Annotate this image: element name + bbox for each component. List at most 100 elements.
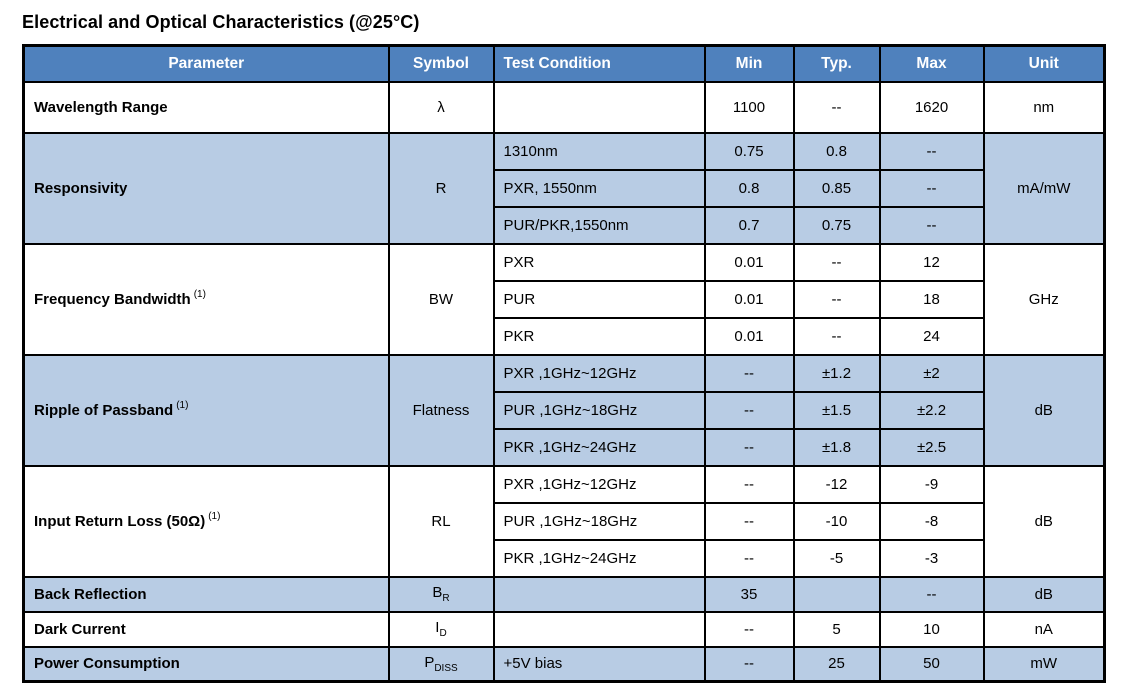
typ-cell: 25 (792, 645, 881, 683)
row-wavelength-range: Wavelength Range λ 1100 -- 1620 nm (22, 80, 1106, 134)
col-header-typ: Typ. (792, 44, 881, 83)
condition-cell: PXR, 1550nm (492, 168, 706, 208)
typ-cell: -12 (792, 464, 881, 504)
typ-cell: 0.8 (792, 131, 881, 171)
symbol-cell: R (387, 131, 495, 245)
min-cell: 0.8 (703, 168, 795, 208)
min-cell: 0.01 (703, 242, 795, 282)
symbol-main: P (424, 653, 435, 671)
parameter-cell: Ripple of Passband (1) (22, 353, 390, 467)
row-frequency-bandwidth-1: Frequency Bandwidth (1) BW PXR 0.01 -- 12… (22, 242, 1106, 356)
max-cell: -3 (878, 538, 985, 578)
row-dark-current: Dark Current ID -- 5 10 nA (22, 610, 1106, 648)
footnote-marker: (1) (208, 511, 221, 522)
symbol-cell: BR (387, 575, 495, 613)
page-title: Electrical and Optical Characteristics (… (22, 12, 420, 32)
condition-cell (492, 575, 706, 613)
max-cell: -8 (878, 501, 985, 541)
typ-cell: 0.85 (792, 168, 881, 208)
symbol-subscript: R (442, 593, 450, 604)
min-cell: 0.75 (703, 131, 795, 171)
row-responsivity-2: PXR, 1550nm 0.8 0.85 -- (24, 168, 1105, 208)
max-cell: -9 (878, 464, 985, 504)
row-ripple-of-passband-3: PKR ,1GHz~24GHz -- ±1.8 ±2.5 (24, 427, 1105, 467)
row-frequency-bandwidth-3: PKR 0.01 -- 24 (24, 316, 1105, 356)
condition-cell: PXR ,1GHz~12GHz (492, 353, 706, 393)
col-header-test-condition: Test Condition (492, 44, 706, 83)
typ-cell: -5 (792, 538, 881, 578)
col-header-max: Max (878, 44, 985, 83)
min-cell: -- (703, 610, 795, 648)
max-cell: 1620 (878, 80, 985, 134)
min-cell: 35 (703, 575, 795, 613)
min-cell: -- (703, 353, 795, 393)
min-cell: -- (703, 390, 795, 430)
parameter-cell: Dark Current (22, 610, 390, 648)
condition-cell: PUR (492, 279, 706, 319)
parameter-label: Input Return Loss (50Ω) (34, 513, 206, 530)
max-cell: 10 (878, 610, 985, 648)
typ-cell: 5 (792, 610, 881, 648)
row-frequency-bandwidth-2: PUR 0.01 -- 18 (24, 279, 1105, 319)
min-cell: 0.7 (703, 205, 795, 245)
condition-cell: +5V bias (492, 645, 706, 683)
parameter-cell: Back Reflection (22, 575, 390, 613)
row-input-return-loss-1: Input Return Loss (50Ω) (1) RL PXR ,1GHz~… (22, 464, 1106, 578)
typ-cell: -- (792, 279, 881, 319)
max-cell: -- (878, 168, 985, 208)
typ-cell: -- (792, 316, 881, 356)
min-cell: -- (703, 645, 795, 683)
parameter-cell: Wavelength Range (22, 80, 390, 134)
symbol-cell: RL (387, 464, 495, 578)
typ-cell: ±1.2 (792, 353, 881, 393)
row-back-reflection: Back Reflection BR 35 -- dB (22, 575, 1106, 613)
min-cell: 0.01 (703, 316, 795, 356)
row-ripple-of-passband-1: Ripple of Passband (1) Flatness PXR ,1GHz… (22, 353, 1106, 467)
condition-cell: PKR ,1GHz~24GHz (492, 427, 706, 467)
min-cell: -- (703, 501, 795, 541)
unit-cell: mW (982, 645, 1106, 683)
condition-cell: PUR/PKR,1550nm (492, 205, 706, 245)
typ-cell: ±1.8 (792, 427, 881, 467)
symbol-cell: λ (387, 80, 495, 134)
max-cell: 50 (878, 645, 985, 683)
parameter-cell: Frequency Bandwidth (1) (22, 242, 390, 356)
min-cell: -- (703, 538, 795, 578)
max-cell: ±2 (878, 353, 985, 393)
unit-cell: dB (982, 464, 1106, 578)
characteristics-table: Parameter Symbol Test Condition Min Typ.… (22, 44, 1106, 683)
parameter-cell: Power Consumption (22, 645, 390, 683)
symbol-cell: PDISS (387, 645, 495, 683)
condition-cell: 1310nm (492, 131, 706, 171)
symbol-subscript: D (439, 628, 447, 639)
table-header-row: Parameter Symbol Test Condition Min Typ.… (22, 44, 1106, 83)
max-cell: ±2.5 (878, 427, 985, 467)
condition-cell: PUR ,1GHz~18GHz (492, 390, 706, 430)
condition-cell (492, 610, 706, 648)
symbol-cell: ID (387, 610, 495, 648)
typ-cell: -- (792, 80, 881, 134)
typ-cell (792, 575, 881, 613)
condition-cell: PKR ,1GHz~24GHz (492, 538, 706, 578)
row-input-return-loss-3: PKR ,1GHz~24GHz -- -5 -3 (24, 538, 1105, 578)
row-responsivity-3: PUR/PKR,1550nm 0.7 0.75 -- (24, 205, 1105, 245)
col-header-symbol: Symbol (387, 44, 495, 83)
row-responsivity-1: Responsivity R 1310nm 0.75 0.8 -- mA/mW (22, 131, 1106, 245)
row-ripple-of-passband-2: PUR ,1GHz~18GHz -- ±1.5 ±2.2 (24, 390, 1105, 430)
typ-cell: -10 (792, 501, 881, 541)
symbol-cell: BW (387, 242, 495, 356)
max-cell: -- (878, 131, 985, 171)
parameter-label: Frequency Bandwidth (34, 291, 191, 308)
condition-cell: PXR ,1GHz~12GHz (492, 464, 706, 504)
parameter-cell: Input Return Loss (50Ω) (1) (22, 464, 390, 578)
max-cell: 18 (878, 279, 985, 319)
footnote-marker: (1) (193, 289, 206, 300)
parameter-cell: Responsivity (22, 131, 390, 245)
max-cell: -- (878, 205, 985, 245)
condition-cell: PXR (492, 242, 706, 282)
min-cell: 0.01 (703, 279, 795, 319)
typ-cell: ±1.5 (792, 390, 881, 430)
unit-cell: nA (982, 610, 1106, 648)
row-power-consumption: Power Consumption PDISS +5V bias -- 25 5… (22, 645, 1106, 683)
max-cell: 12 (878, 242, 985, 282)
